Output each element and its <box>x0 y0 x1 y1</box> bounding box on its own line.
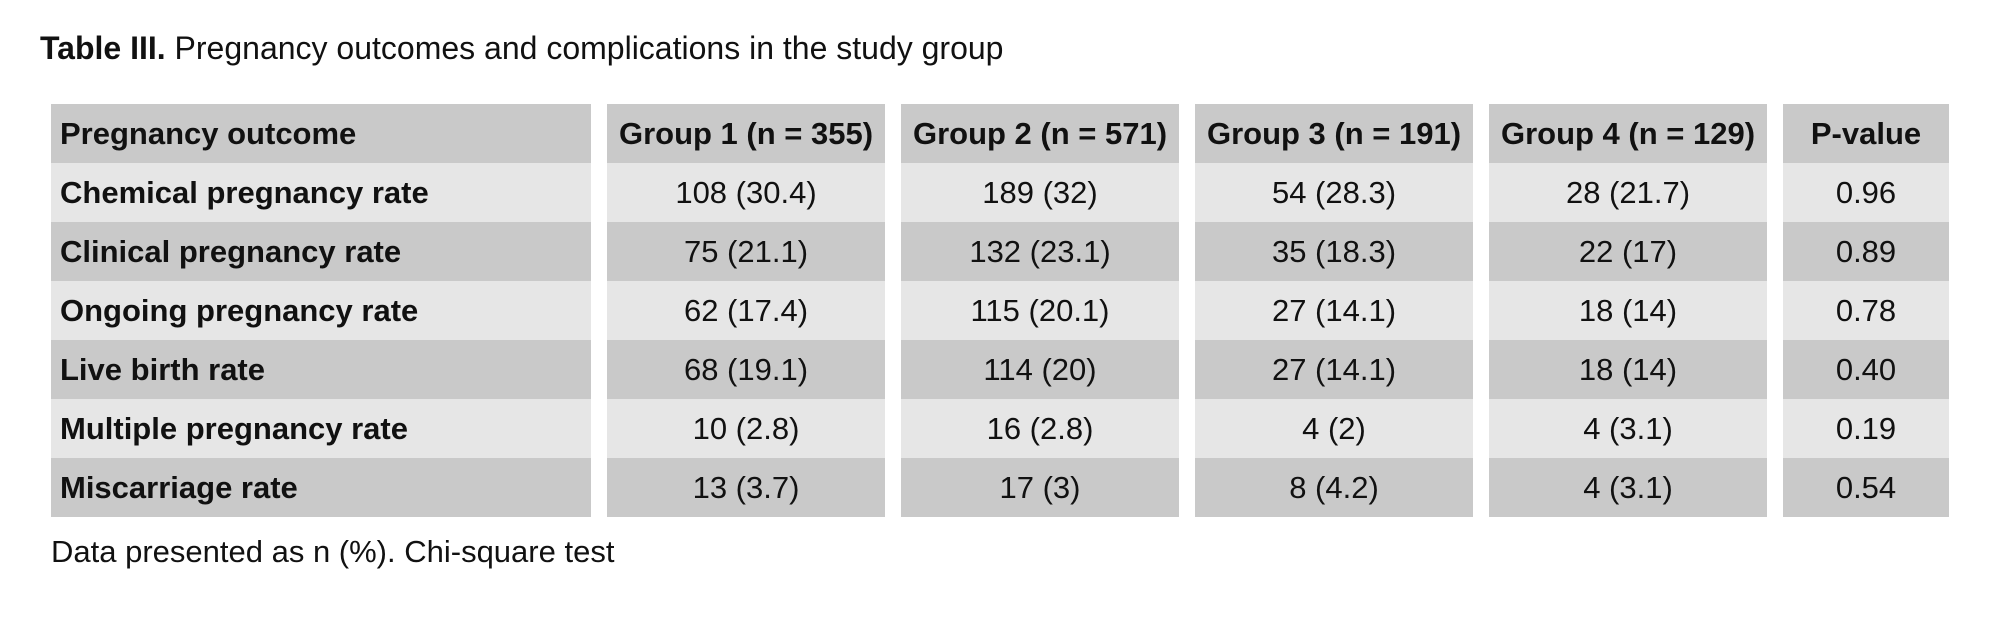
row-header: Live birth rate <box>51 340 591 399</box>
row-header: Miscarriage rate <box>51 458 591 517</box>
row-header: Ongoing pregnancy rate <box>51 281 591 340</box>
row-header: Chemical pregnancy rate <box>51 163 591 222</box>
table-cell: 18 (14) <box>1489 340 1767 399</box>
column-header: Group 4 (n = 129) <box>1489 104 1767 163</box>
table-cell: 189 (32) <box>901 163 1179 222</box>
table-cell: 108 (30.4) <box>607 163 885 222</box>
table-cell: 35 (18.3) <box>1195 222 1473 281</box>
column-header: Pregnancy outcome <box>51 104 591 163</box>
table-cell: 0.19 <box>1783 399 1949 458</box>
table-cell: 115 (20.1) <box>901 281 1179 340</box>
table-caption-label: Table III. <box>40 30 166 66</box>
table-cell: 54 (28.3) <box>1195 163 1473 222</box>
table-cell: 68 (19.1) <box>607 340 885 399</box>
outcomes-table: Pregnancy outcome Group 1 (n = 355) Grou… <box>51 104 1949 517</box>
row-header: Clinical pregnancy rate <box>51 222 591 281</box>
column-header: Group 3 (n = 191) <box>1195 104 1473 163</box>
table-caption: Table III. Pregnancy outcomes and compli… <box>40 24 1003 72</box>
table-cell: 0.40 <box>1783 340 1949 399</box>
table-cell: 0.78 <box>1783 281 1949 340</box>
table-cell: 4 (3.1) <box>1489 458 1767 517</box>
table-cell: 0.96 <box>1783 163 1949 222</box>
column-header: Group 1 (n = 355) <box>607 104 885 163</box>
table-cell: 0.89 <box>1783 222 1949 281</box>
table-cell: 27 (14.1) <box>1195 340 1473 399</box>
table-footnote: Data presented as n (%). Chi-square test <box>51 534 615 569</box>
table-cell: 4 (2) <box>1195 399 1473 458</box>
table-cell: 18 (14) <box>1489 281 1767 340</box>
table-cell: 132 (23.1) <box>901 222 1179 281</box>
table-cell: 27 (14.1) <box>1195 281 1473 340</box>
table-cell: 13 (3.7) <box>607 458 885 517</box>
table-cell: 28 (21.7) <box>1489 163 1767 222</box>
table-cell: 17 (3) <box>901 458 1179 517</box>
table-cell: 22 (17) <box>1489 222 1767 281</box>
column-header: P-value <box>1783 104 1949 163</box>
table-cell: 16 (2.8) <box>901 399 1179 458</box>
table-cell: 8 (4.2) <box>1195 458 1473 517</box>
table-cell: 62 (17.4) <box>607 281 885 340</box>
table-cell: 0.54 <box>1783 458 1949 517</box>
table-cell: 114 (20) <box>901 340 1179 399</box>
table-caption-text: Pregnancy outcomes and complications in … <box>174 30 1004 66</box>
table-cell: 4 (3.1) <box>1489 399 1767 458</box>
column-header: Group 2 (n = 571) <box>901 104 1179 163</box>
row-header: Multiple pregnancy rate <box>51 399 591 458</box>
table-cell: 10 (2.8) <box>607 399 885 458</box>
table-cell: 75 (21.1) <box>607 222 885 281</box>
